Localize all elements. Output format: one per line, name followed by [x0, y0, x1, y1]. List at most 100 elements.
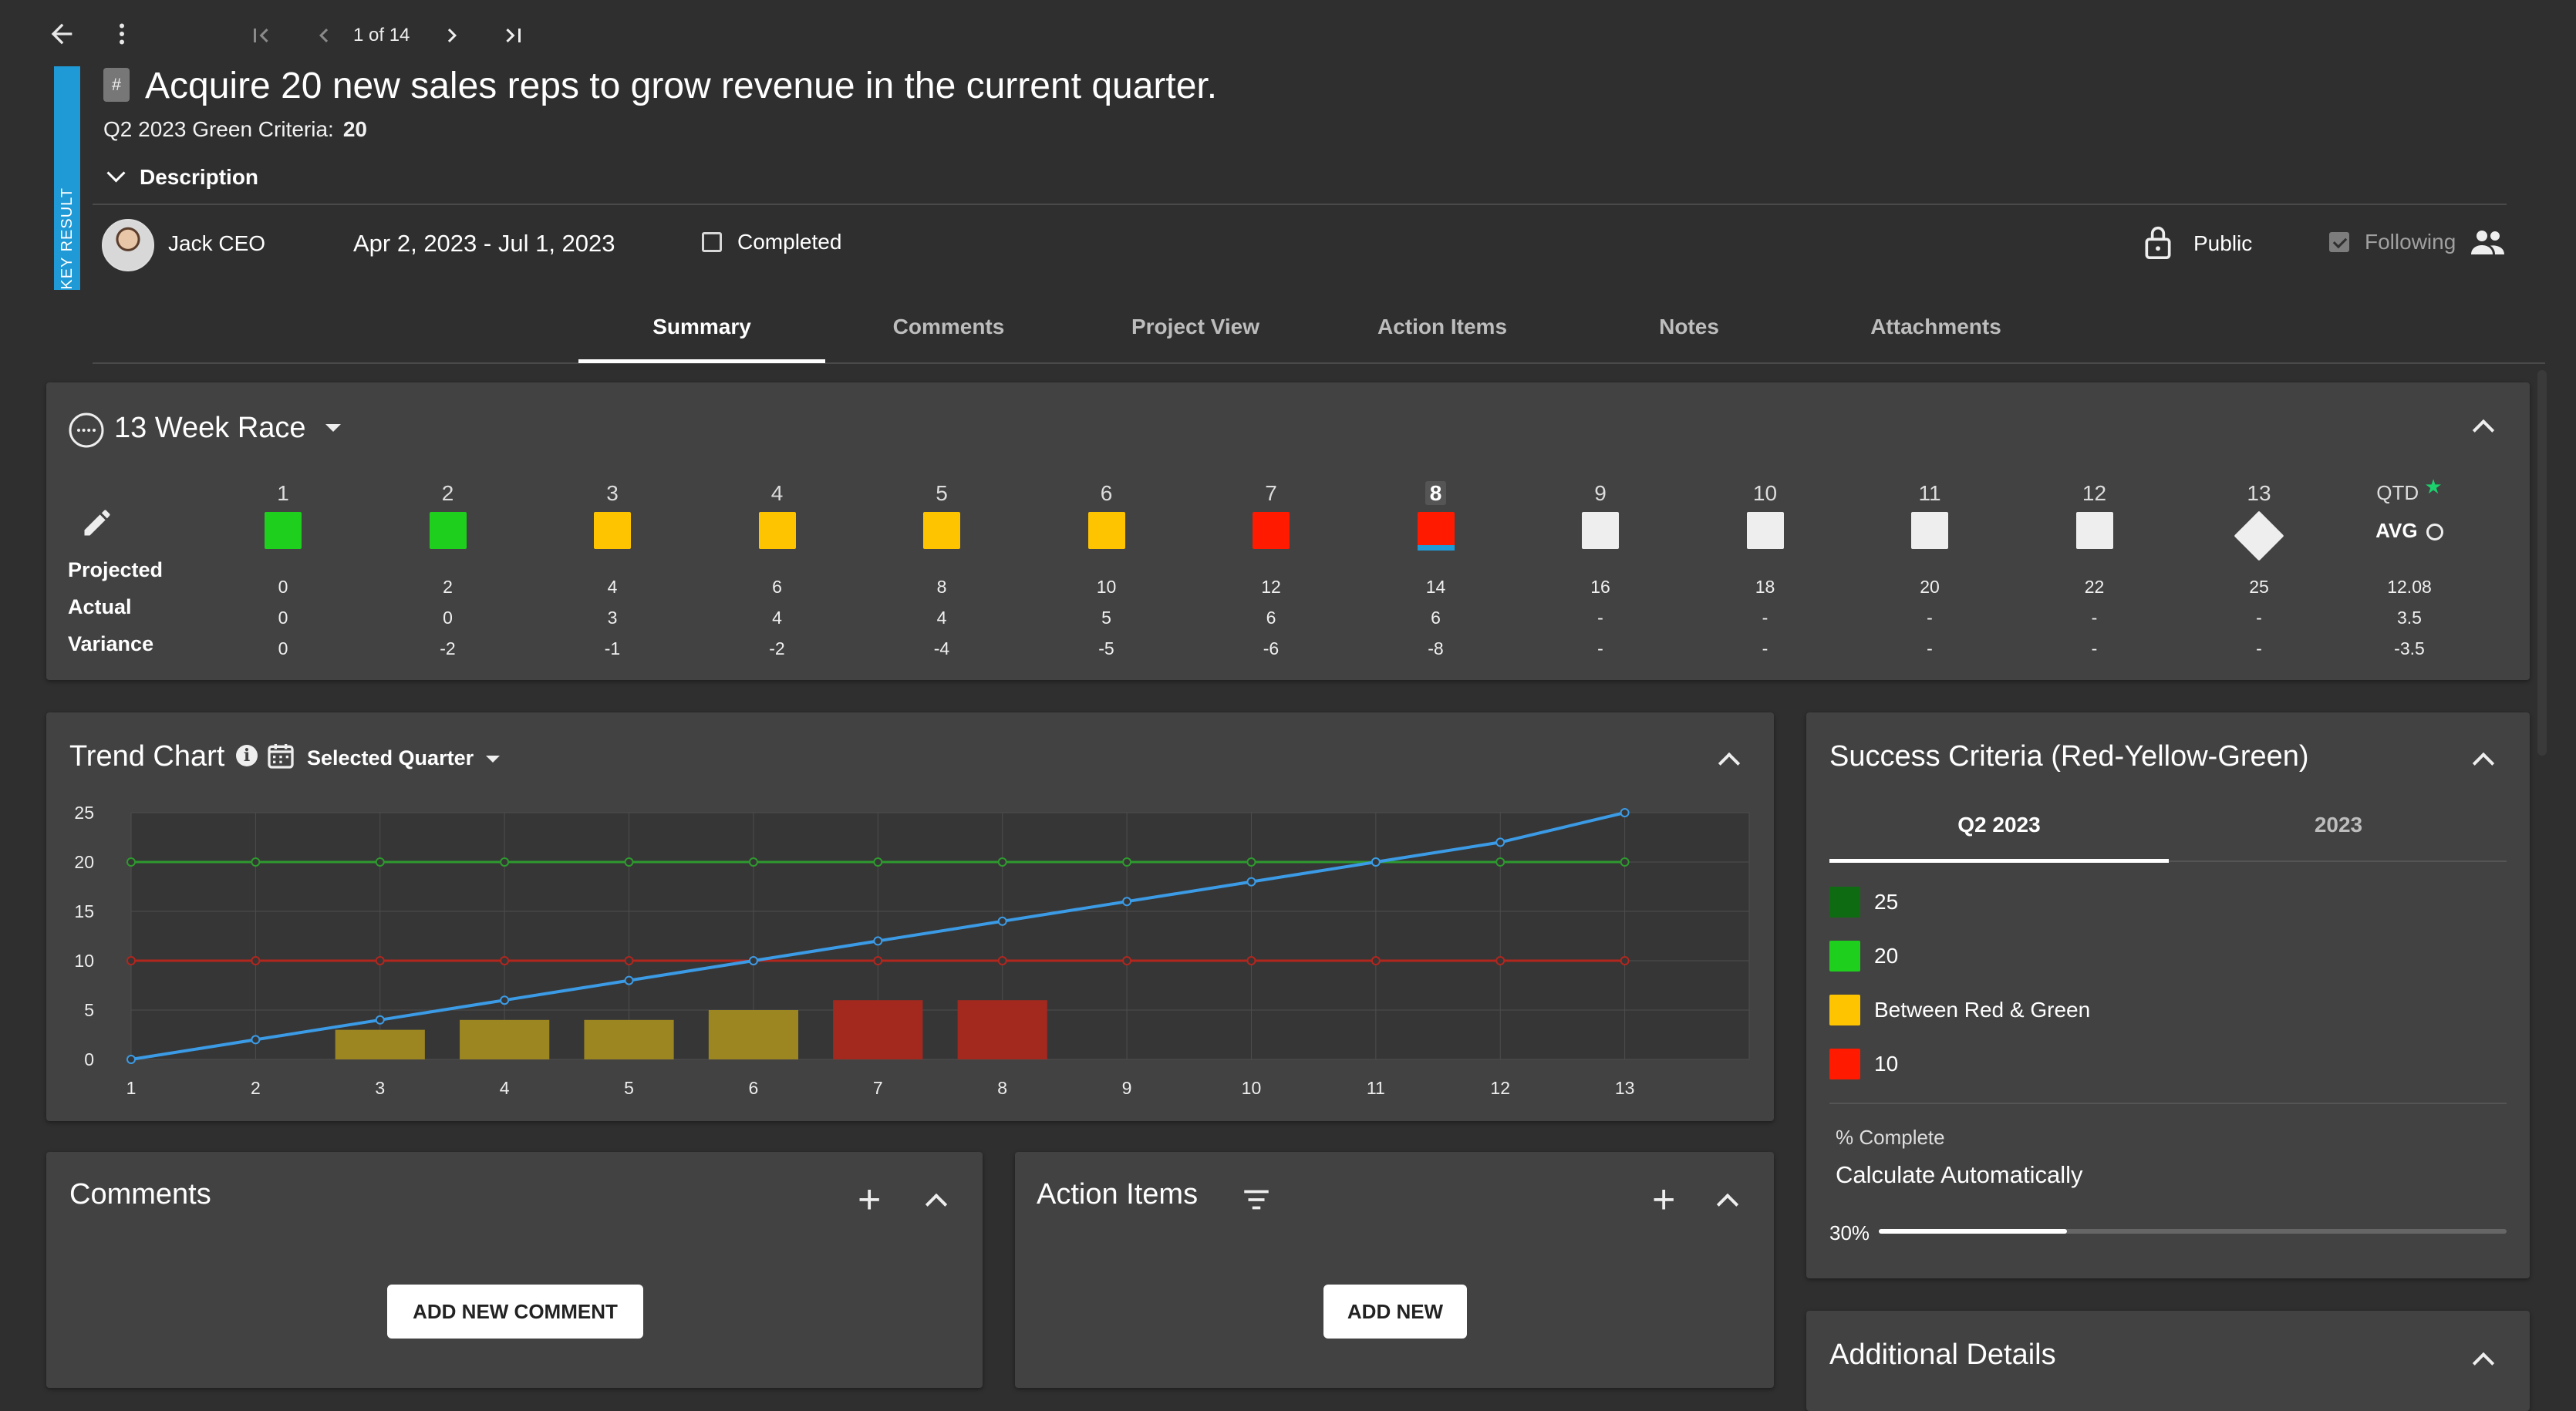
add-new-comment-button[interactable]: ADD NEW COMMENT [387, 1285, 643, 1339]
week-variance-value: -6 [1263, 638, 1280, 658]
tab-q2-2023[interactable]: Q2 2023 [1957, 813, 2041, 837]
tab-project-view[interactable]: Project View [1131, 315, 1259, 338]
tabs-divider [93, 362, 2545, 364]
tab-notes[interactable]: Notes [1659, 315, 1719, 338]
week-projected-value: 14 [1425, 577, 1446, 597]
week-actual-value: 0 [278, 608, 288, 628]
series-point [375, 857, 385, 867]
race-title[interactable]: 13 Week Race [114, 412, 306, 444]
visibility-label[interactable]: Public [2193, 231, 2253, 255]
week-status-square[interactable] [1582, 512, 1619, 549]
trend-panel: Trend Chart i Selected Quarter 0 5 10 15 20 2… [46, 712, 1774, 1121]
week-projected-value: 2 [443, 577, 453, 597]
variance-label: Variance [68, 632, 154, 655]
week-status-square[interactable] [923, 512, 960, 549]
x-tick-label: 10 [1242, 1078, 1262, 1098]
week-status-square[interactable] [1087, 512, 1125, 549]
following-checkbox-icon[interactable] [2329, 232, 2349, 252]
tab-comments[interactable]: Comments [892, 315, 1005, 338]
series-point [1246, 857, 1256, 867]
caret-down-icon[interactable] [325, 424, 341, 432]
date-range[interactable]: Apr 2, 2023 - Jul 1, 2023 [353, 230, 615, 257]
tab-action-items[interactable]: Action Items [1377, 315, 1508, 338]
edit-pencil-icon[interactable] [80, 506, 114, 544]
series-point [375, 1015, 385, 1025]
add-action-item-icon[interactable]: + [1652, 1177, 1676, 1222]
first-page-icon[interactable] [247, 22, 275, 53]
next-page-icon[interactable] [438, 22, 466, 53]
scrollbar[interactable] [2537, 370, 2547, 756]
week-number: 13 [2220, 481, 2298, 506]
week-variance-value: -2 [769, 638, 785, 658]
prev-page-icon[interactable] [310, 22, 338, 53]
avg-refresh-icon[interactable] [2426, 524, 2443, 541]
tab-summary[interactable]: Summary [652, 315, 751, 338]
pct-mode-select[interactable]: Calculate Automatically [1836, 1161, 2083, 1188]
owner-name[interactable]: Jack CEO [168, 231, 266, 255]
week-number-text: 7 [1265, 481, 1277, 505]
tab-attachments[interactable]: Attachments [1870, 315, 2001, 338]
comments-title: Comments [69, 1178, 211, 1211]
back-arrow-icon[interactable] [46, 19, 77, 55]
completed-checkbox[interactable]: Completed [702, 230, 841, 254]
last-page-icon[interactable] [500, 22, 528, 53]
week-status-square[interactable] [429, 512, 467, 549]
series-point [1495, 956, 1505, 965]
week-status-square[interactable] [2075, 512, 2113, 549]
series-point [1620, 857, 1630, 867]
week-status-square[interactable] [1746, 512, 1784, 549]
series-point [500, 956, 510, 965]
collapse-additional-icon[interactable] [2472, 1352, 2495, 1375]
week-variance-value: -1 [604, 638, 621, 658]
series-point [873, 936, 883, 946]
collapse-comments-icon[interactable] [925, 1193, 948, 1216]
week-status-square[interactable] [1417, 512, 1455, 551]
collapse-success-icon[interactable] [2472, 752, 2495, 775]
week-actual-value: 5 [1101, 608, 1111, 628]
week-number: 6 [1068, 481, 1145, 506]
collapse-action-items-icon[interactable] [1716, 1193, 1739, 1216]
week-status-square[interactable] [594, 512, 631, 549]
week-projected-value: 4 [607, 577, 618, 597]
collapse-race-icon[interactable] [2472, 419, 2495, 442]
avatar[interactable] [102, 219, 154, 271]
lock-icon[interactable] [2141, 224, 2175, 264]
week-column: 5 [903, 481, 980, 549]
avg-label: AVG [2375, 519, 2418, 542]
green-criteria: Q2 2023 Green Criteria: 20 [103, 117, 367, 142]
tab-2023[interactable]: 2023 [2314, 813, 2363, 837]
week-number-text: 8 [1425, 481, 1447, 505]
x-tick-label: 11 [1367, 1078, 1385, 1098]
week-projected-value: 25 [2249, 577, 2269, 597]
star-icon: ★ [2424, 475, 2443, 498]
more-vert-icon[interactable] [108, 20, 136, 52]
description-toggle[interactable]: Description [103, 163, 258, 190]
filter-icon[interactable] [1240, 1186, 1273, 1217]
chevron-down-icon [106, 163, 126, 183]
key-result-title[interactable]: Acquire 20 new sales reps to grow revenu… [145, 66, 1218, 106]
week-status-square[interactable] [1253, 512, 1290, 549]
period-selector[interactable]: Selected Quarter [307, 746, 500, 770]
series-point [1122, 956, 1132, 965]
checkbox-icon[interactable] [702, 232, 722, 252]
people-icon[interactable] [2470, 227, 2507, 261]
week-projected-value: 8 [936, 577, 947, 597]
calendar-icon[interactable] [265, 740, 296, 775]
info-icon[interactable]: i [236, 745, 258, 766]
add-new-action-button[interactable]: ADD NEW [1323, 1285, 1467, 1339]
week-number: 8 [1398, 481, 1475, 506]
criteria-value: 10 [1874, 1052, 1899, 1076]
add-comment-icon[interactable]: + [858, 1177, 882, 1222]
week-status-square[interactable] [2234, 510, 2284, 561]
week-status-square[interactable] [1911, 512, 1948, 549]
week-column: 10 [1727, 481, 1804, 549]
following-toggle[interactable]: Following [2329, 230, 2456, 254]
race-panel: 13 Week Race Projected Actual Variance 1… [46, 382, 2530, 680]
week-status-square[interactable] [265, 512, 302, 549]
week-actual-value: 4 [936, 608, 947, 628]
qtd-label: QTD [2376, 481, 2419, 504]
criteria-swatch [1829, 887, 1860, 918]
week-status-square[interactable] [758, 512, 796, 549]
race-circle-icon [68, 412, 105, 453]
bar-actual [335, 1029, 425, 1059]
